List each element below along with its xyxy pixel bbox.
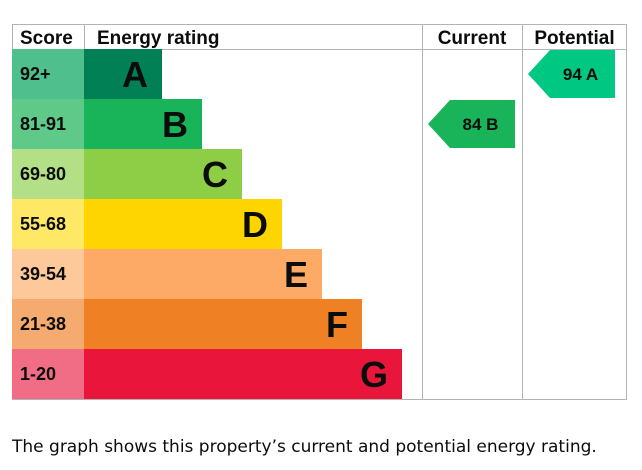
epc-chart: Score Energy rating Current Potential 92+ A 81…	[12, 24, 627, 400]
rating-letter-f: F	[326, 304, 348, 345]
score-cell-f	[12, 299, 84, 349]
score-cell-c	[12, 149, 84, 199]
score-cell-g	[12, 349, 84, 399]
rating-bar-b	[84, 99, 202, 149]
rating-bar-e	[84, 249, 322, 299]
rating-bar-c	[84, 149, 242, 199]
header-score: Score	[20, 28, 73, 49]
rating-bar-a	[84, 49, 162, 99]
score-range-f: 21-38	[20, 314, 66, 334]
current-rating-label: 84 B	[463, 115, 499, 134]
header-potential: Potential	[534, 28, 614, 49]
rating-letter-e: E	[284, 254, 308, 295]
rating-letter-d: D	[242, 204, 268, 245]
rating-letter-c: C	[202, 154, 228, 195]
chart-caption: The graph shows this property’s current …	[12, 437, 597, 457]
potential-arrow	[528, 50, 615, 98]
score-range-a: 92+	[20, 64, 51, 84]
score-range-e: 39-54	[20, 264, 66, 284]
potential-rating-label: 94 A	[563, 65, 598, 84]
rating-bar-f	[84, 299, 362, 349]
score-cell-b	[12, 99, 84, 149]
score-range-g: 1-20	[20, 364, 56, 384]
score-range-d: 55-68	[20, 214, 66, 234]
rating-bar-d	[84, 199, 282, 249]
rating-letter-a: A	[122, 54, 148, 95]
score-range-c: 69-80	[20, 164, 66, 184]
score-cell-a	[12, 49, 84, 99]
rating-bar-g	[84, 349, 402, 399]
header-current: Current	[438, 28, 507, 49]
rating-letter-b: B	[162, 104, 188, 145]
score-range-b: 81-91	[20, 114, 66, 134]
current-arrow	[428, 100, 515, 148]
header-energy-rating: Energy rating	[97, 28, 219, 49]
score-cell-d	[12, 199, 84, 249]
score-cell-e	[12, 249, 84, 299]
rating-letter-g: G	[360, 354, 388, 395]
